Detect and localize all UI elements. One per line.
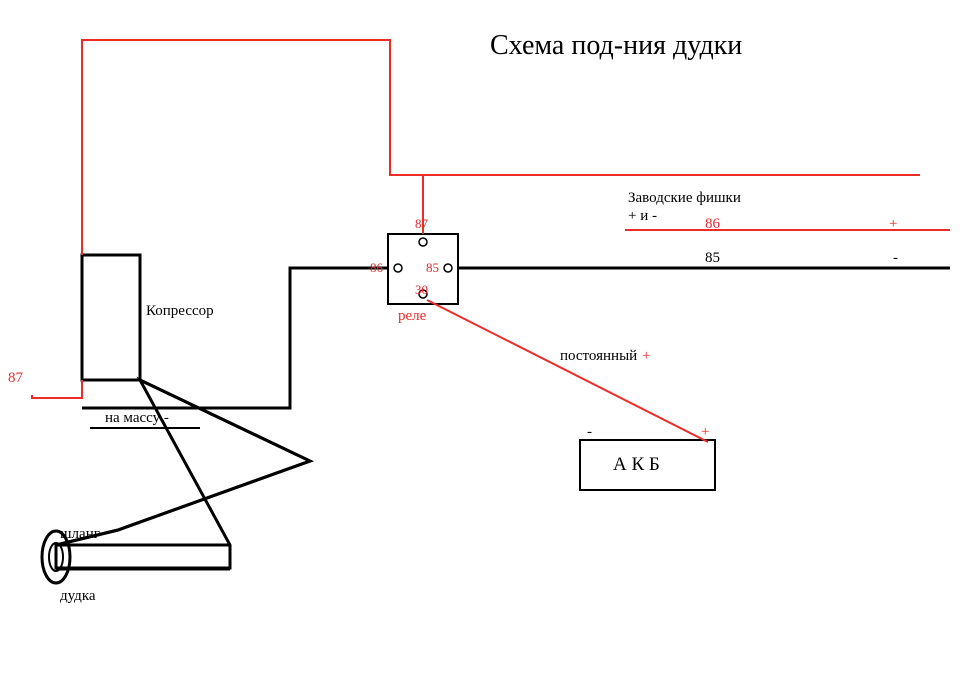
pin-87-label: 87 <box>415 216 428 232</box>
relay-pin-87 <box>419 238 427 246</box>
hose-label: шланг <box>60 526 100 543</box>
right-plus-label: + <box>889 216 897 233</box>
wire-red-87-left <box>32 380 82 398</box>
constant-plus: + <box>642 348 650 365</box>
pin-30-label: 30 <box>415 282 428 298</box>
compressor-box <box>82 255 140 380</box>
constant-label: постоянный <box>560 348 637 365</box>
wire-black-86 <box>82 268 388 408</box>
factory-sublabel: + и - <box>628 208 657 225</box>
batt-plus-label: + <box>701 424 709 441</box>
right-minus-label: - <box>893 250 898 267</box>
wire-red-30-batt <box>427 300 708 442</box>
pin-85-label: 85 <box>426 260 439 276</box>
batt-minus-label: - <box>587 424 592 441</box>
relay-pin-85 <box>444 264 452 272</box>
pin-86-label: 86 <box>370 260 383 276</box>
wiring-diagram <box>0 0 960 695</box>
battery-label: А К Б <box>613 454 660 476</box>
factory-label: Заводские фишки <box>628 190 741 207</box>
relay-label: реле <box>398 308 426 325</box>
right-85-label: 85 <box>705 250 720 267</box>
hose-line <box>56 380 310 545</box>
horn-label: дудка <box>60 588 96 605</box>
right-86-label: 86 <box>705 216 720 233</box>
wire-red-top <box>82 40 920 255</box>
compressor-label: Копрессор <box>146 303 214 320</box>
mass-label: на массу - <box>105 410 169 427</box>
diagram-title: Схема под-ния дудки <box>490 30 742 62</box>
left-87-label: 87 <box>8 370 23 387</box>
relay-pin-86 <box>394 264 402 272</box>
